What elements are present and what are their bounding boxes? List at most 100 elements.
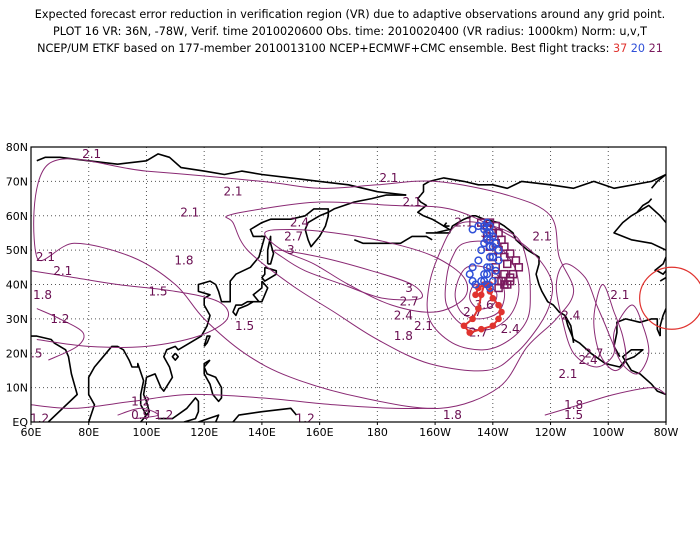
contour-label: 1.8 — [174, 253, 193, 267]
contour-label: 2.1 — [379, 171, 398, 185]
header-line-2: PLOT 16 VR: 36N, -78W, Verif. time 20100… — [52, 25, 648, 38]
flight-track-20-point — [477, 277, 486, 286]
flight-track-37-point — [495, 301, 502, 309]
contour-line — [117, 407, 159, 420]
coastline — [266, 235, 275, 265]
lon-tick-label: 160E — [306, 426, 334, 439]
flight-track-21-point — [505, 273, 515, 282]
lon-tick-label: 80E — [78, 426, 99, 439]
contour-label: 1.2 — [296, 412, 315, 426]
flight-track-20-label: 20 — [630, 42, 646, 55]
flight-track-37-point — [489, 322, 497, 330]
lat-tick-label: 40N — [6, 279, 28, 292]
coastline — [232, 280, 269, 317]
contour-labels: 2.12.12.12.12.12.42.732.13 2.12.12.11.81.… — [31, 147, 629, 426]
contour-label: 2.4 — [579, 353, 598, 367]
verification-region-circle — [639, 266, 700, 330]
flight-track-21-point — [503, 259, 512, 269]
flight-track-20-point — [482, 263, 492, 272]
contour-label: 1.8 — [564, 398, 583, 412]
contour-label: 3 — [287, 243, 295, 257]
contour-label: 2.7 — [584, 346, 603, 360]
contour-line — [33, 158, 575, 410]
coastline — [613, 318, 661, 358]
lon-tick-label: 160W — [419, 426, 451, 439]
contour-label: 2.1 — [36, 250, 55, 264]
flight-track-20-point — [491, 239, 500, 248]
header-line-3-prefix: NCEP/UM ETKF based on 177-member 2010013… — [37, 42, 613, 55]
contour-line — [593, 283, 627, 372]
coastline — [659, 308, 666, 337]
lon-tick-label: 140E — [248, 426, 276, 439]
flight-track-20-point — [465, 270, 474, 279]
lat-tick-label: 30N — [6, 313, 28, 326]
contour-label: 1.8 — [33, 288, 52, 302]
axis-ticks: EQ 10N 20N 30N 40N 50N 60N 70N 80N 60E 80E 100E 120E… — [6, 141, 679, 439]
contour-line — [225, 201, 554, 372]
header-line-1: Expected forecast error reduction in ver… — [34, 8, 666, 21]
flight-track-20-point — [480, 225, 489, 234]
lon-tick-label: 60E — [21, 426, 42, 439]
contour-label: 2.7 — [400, 295, 419, 309]
lon-tick-label: 120W — [535, 426, 567, 439]
coastline — [656, 270, 666, 275]
flight-tracks — [460, 218, 524, 336]
coastline — [87, 387, 96, 422]
contour-line — [31, 393, 436, 410]
contour-line — [31, 270, 230, 348]
contour-label: 2.4 — [501, 322, 520, 336]
coastline — [564, 315, 575, 344]
flight-track-37-point — [475, 305, 482, 312]
flight-track-37-point — [489, 294, 497, 302]
contour-label: .5 — [31, 346, 42, 360]
coastline — [232, 407, 298, 422]
flight-track-20-point — [494, 246, 503, 255]
coastline — [261, 266, 278, 282]
coastline — [198, 414, 220, 422]
flight-track-20-point — [485, 283, 494, 292]
contour-line — [613, 304, 650, 375]
coastline — [443, 222, 450, 227]
flight-track-21-point — [511, 256, 521, 265]
flight-track-21-point — [494, 276, 503, 286]
contour-label: 2.1 — [180, 205, 199, 219]
coastline — [653, 256, 666, 272]
lat-tick-label: 70N — [6, 175, 28, 188]
contour-label: 1.8 — [443, 408, 462, 422]
lat-tick-label: 50N — [6, 244, 28, 257]
verification-region — [639, 266, 700, 330]
lat-tick-label: EQ — [12, 416, 28, 429]
flight-track-37-point — [477, 325, 485, 333]
contour-line — [544, 387, 666, 416]
coastline — [31, 335, 78, 422]
flight-track-20-point — [485, 263, 494, 272]
flight-track-37-point — [475, 284, 482, 292]
contour-label: 2.4 — [290, 216, 309, 230]
contour-line — [426, 221, 531, 351]
header-line-3: NCEP/UM ETKF based on 177-member 2010013… — [0, 40, 700, 57]
coastline — [171, 352, 179, 361]
contour-label: 1.2 — [154, 408, 173, 422]
flight-track-20-point — [488, 252, 497, 262]
coastline — [203, 335, 211, 347]
coastline — [636, 198, 653, 213]
flight-track-37-point — [469, 315, 476, 323]
flight-track-20-point — [485, 242, 494, 251]
lat-tick-label: 20N — [6, 347, 28, 360]
flight-track-20-point — [468, 263, 477, 272]
coastline — [203, 359, 223, 403]
contour-label: 2.1 — [223, 185, 242, 199]
coastlines — [31, 153, 666, 422]
flight-track-20-point — [468, 225, 477, 234]
contour-line — [36, 308, 85, 361]
flight-track-37-point — [498, 308, 505, 316]
lon-tick-label: 140W — [477, 426, 509, 439]
coastline — [87, 345, 148, 416]
contour-label: 2.1 — [53, 264, 72, 278]
flight-track-20-point — [485, 252, 494, 262]
contour-label: 2.1 — [414, 319, 433, 333]
contour-label: 2.1 — [558, 367, 577, 381]
flight-track-37-label: 37 — [612, 42, 628, 55]
flight-track-37-point — [460, 322, 468, 330]
contour-label: 1.5 — [148, 284, 167, 298]
